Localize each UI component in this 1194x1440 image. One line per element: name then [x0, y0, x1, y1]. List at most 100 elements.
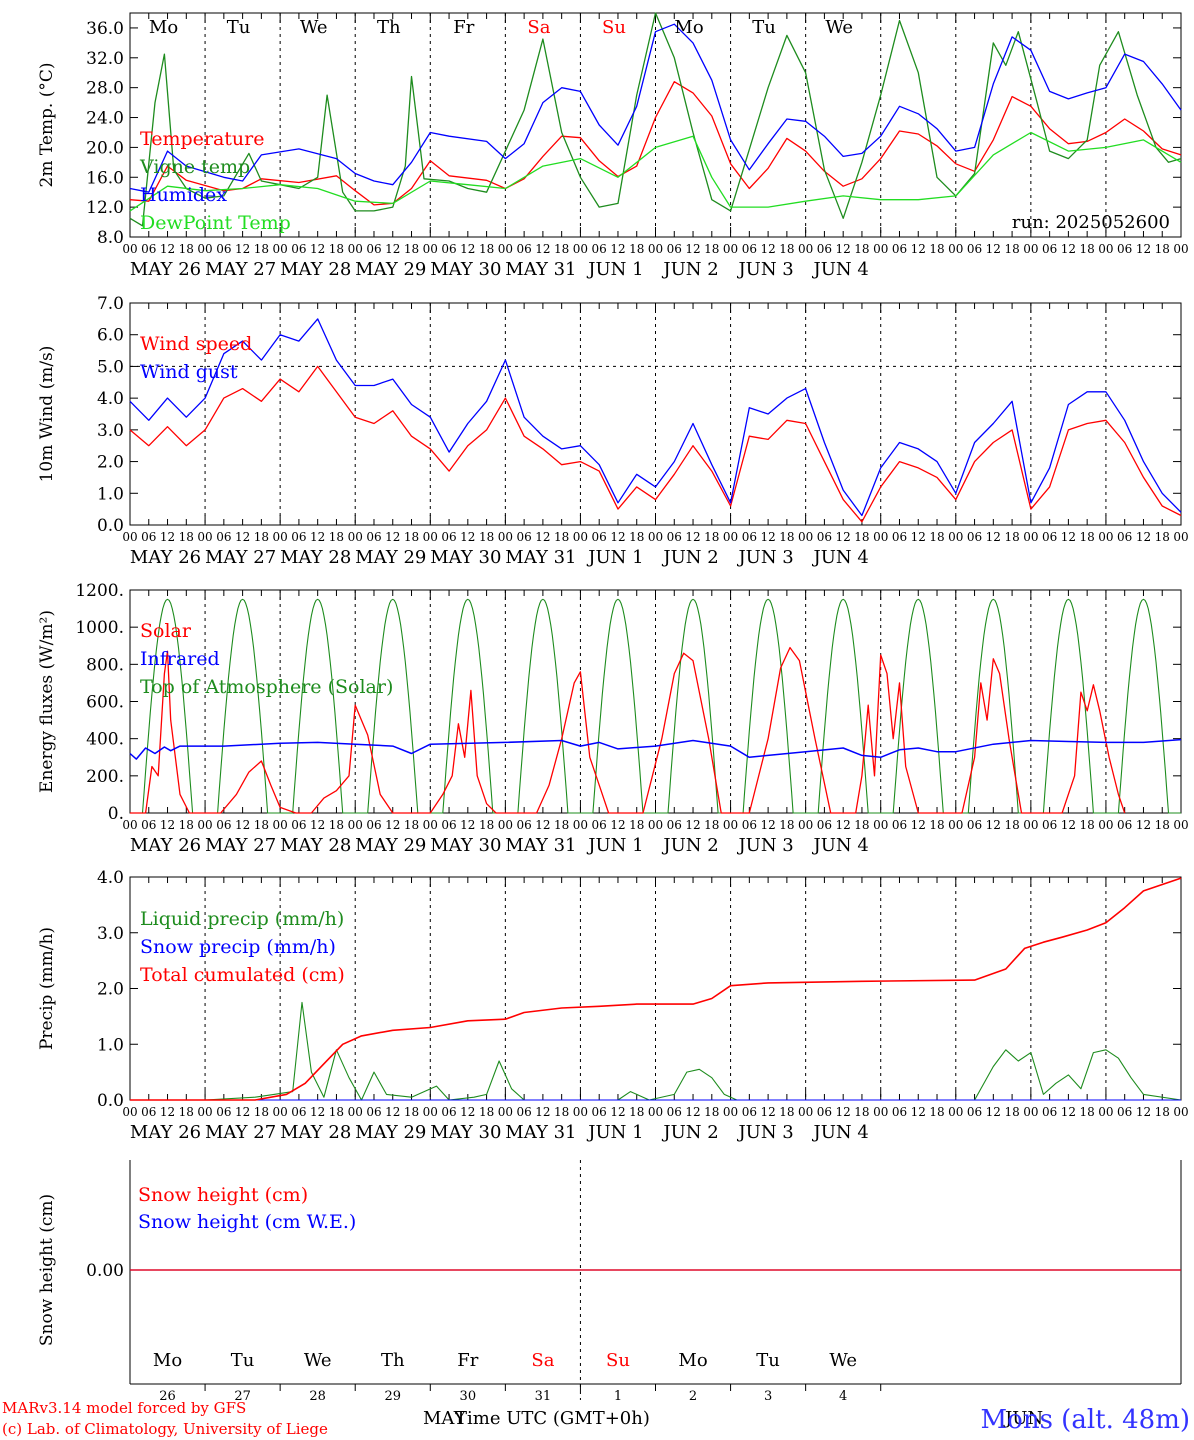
series-line-temperature	[129, 81, 1182, 206]
day-number-label: 28	[309, 1389, 326, 1404]
hour-tick-label: 06	[967, 242, 982, 256]
date-label: JUN 1	[586, 259, 643, 280]
hour-tick-label: 06	[441, 530, 456, 544]
hour-tick-label: 00	[723, 1105, 738, 1119]
hour-tick-label: 12	[235, 242, 250, 256]
y-axis-label: 10m Wind (m/s)	[37, 346, 57, 483]
hour-tick-label: 00	[273, 242, 288, 256]
legend-entry: Wind speed	[140, 333, 252, 355]
hour-tick-label: 06	[291, 1105, 306, 1119]
hour-tick-label: 00	[723, 242, 738, 256]
day-name-label: Tu	[227, 17, 251, 38]
hour-tick-label: 18	[1155, 242, 1170, 256]
hour-tick-label: 18	[254, 1105, 269, 1119]
footer-month-jun: JUN	[1003, 1408, 1043, 1429]
hour-tick-label: 18	[629, 818, 644, 832]
footer-month-may: MAY	[423, 1408, 467, 1429]
hour-tick-label: 00	[348, 818, 363, 832]
hour-tick-label: 12	[986, 530, 1001, 544]
y-tick-label: 0.0	[97, 516, 124, 536]
hour-tick-label: 06	[441, 242, 456, 256]
hour-tick-label: 12	[535, 530, 550, 544]
legend-entry: Snow height (cm W.E.)	[138, 1211, 356, 1233]
hour-tick-label: 00	[873, 818, 888, 832]
hour-tick-label: 12	[310, 1105, 325, 1119]
legend-entry: Temperature	[140, 128, 264, 150]
day-name-label: We	[825, 17, 853, 38]
date-label: MAY 29	[355, 835, 426, 856]
series-layer	[129, 12, 1182, 1271]
hour-tick-label: 12	[1136, 1105, 1151, 1119]
date-label: JUN 2	[661, 835, 718, 856]
y-tick-label: 20.0	[86, 138, 124, 158]
hour-tick-label: 18	[554, 818, 569, 832]
hour-tick-label: 00	[1098, 1105, 1113, 1119]
hour-tick-label: 00	[423, 530, 438, 544]
hour-tick-label: 12	[235, 530, 250, 544]
hour-tick-label: 00	[1023, 530, 1038, 544]
hour-tick-label: 18	[254, 530, 269, 544]
day-number-label: 31	[535, 1389, 552, 1404]
hour-tick-label: 00	[798, 530, 813, 544]
hour-tick-label: 00	[197, 530, 212, 544]
hour-tick-label: 00	[798, 818, 813, 832]
y-tick-label: 0.	[108, 804, 124, 824]
hour-tick-label: 12	[1136, 242, 1151, 256]
date-label: MAY 31	[505, 547, 576, 568]
hour-tick-label: 18	[479, 242, 494, 256]
hour-tick-label: 18	[179, 242, 194, 256]
grid-layer	[129, 12, 1182, 1400]
date-label: MAY 31	[505, 1122, 576, 1143]
hour-tick-label: 12	[535, 1105, 550, 1119]
y-tick-label: 8.0	[97, 228, 124, 248]
hour-tick-label: 06	[291, 530, 306, 544]
hour-tick-label: 06	[967, 530, 982, 544]
hour-tick-label: 06	[1042, 530, 1057, 544]
hour-tick-label: 06	[516, 818, 531, 832]
hour-tick-label: 06	[366, 242, 381, 256]
hour-tick-label: 06	[141, 242, 156, 256]
hour-tick-label: 18	[779, 242, 794, 256]
hour-tick-label: 12	[235, 818, 250, 832]
hour-tick-label: 18	[329, 530, 344, 544]
hour-tick-label: 18	[779, 530, 794, 544]
y-axis-label: 2m Temp. (°C)	[37, 62, 57, 187]
hour-tick-label: 06	[817, 242, 832, 256]
date-label: JUN 3	[736, 1122, 793, 1143]
hour-tick-label: 00	[948, 1105, 963, 1119]
hour-tick-label: 00	[273, 530, 288, 544]
day-name-label: Th	[377, 17, 401, 38]
hour-tick-label: 06	[216, 1105, 231, 1119]
hour-tick-label: 06	[667, 818, 682, 832]
hour-tick-label: 12	[160, 530, 175, 544]
y-tick-label: 36.0	[86, 19, 124, 39]
hour-tick-label: 12	[911, 242, 926, 256]
hour-tick-label: 00	[348, 530, 363, 544]
hour-tick-label: 00	[948, 818, 963, 832]
hour-tick-label: 12	[911, 1105, 926, 1119]
day-number-label: 2	[689, 1389, 697, 1404]
hour-tick-label: 00	[348, 242, 363, 256]
hour-tick-label: 00	[122, 818, 137, 832]
legend-entry: Snow height (cm)	[138, 1184, 308, 1206]
footer-station: Mons (alt. 48m)	[981, 1405, 1190, 1435]
hour-tick-label: 18	[329, 818, 344, 832]
y-tick-label: 28.0	[86, 79, 124, 99]
date-label: MAY 27	[205, 259, 276, 280]
hour-tick-label: 06	[892, 818, 907, 832]
hour-tick-label: 18	[629, 242, 644, 256]
hour-tick-label: 06	[817, 1105, 832, 1119]
y-axis-label: Energy fluxes (W/m²)	[37, 610, 57, 793]
hour-tick-label: 18	[254, 242, 269, 256]
date-label: JUN 3	[736, 835, 793, 856]
hour-tick-label: 18	[1080, 818, 1095, 832]
y-tick-label: 2.0	[97, 980, 124, 1000]
date-label: MAY 28	[280, 1122, 351, 1143]
hour-tick-label: 00	[197, 818, 212, 832]
day-name-label: Mo	[674, 17, 703, 38]
hour-tick-label: 12	[760, 1105, 775, 1119]
hour-tick-label: 12	[610, 242, 625, 256]
hour-tick-label: 18	[1155, 818, 1170, 832]
hour-tick-label: 00	[573, 1105, 588, 1119]
